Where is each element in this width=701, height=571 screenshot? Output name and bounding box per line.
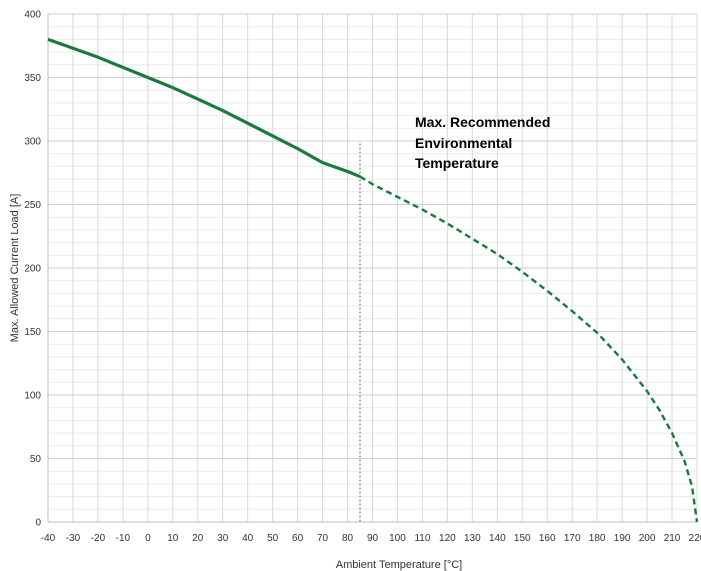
annotation-line-2: Environmental — [415, 135, 512, 151]
x-tick-label: 210 — [664, 533, 681, 544]
y-tick-label: 150 — [24, 327, 41, 338]
x-tick-label: -10 — [116, 533, 131, 544]
x-tick-label: -20 — [91, 533, 106, 544]
x-tick-label: 20 — [192, 533, 204, 544]
series-group — [47, 37, 699, 523]
x-tick-label: 200 — [639, 533, 656, 544]
series-line-dashed — [359, 175, 699, 523]
x-tick-label: 30 — [217, 533, 229, 544]
annotation-line-3: Temperature — [415, 155, 499, 171]
x-tick-label: -30 — [66, 533, 81, 544]
y-tick-label: 350 — [24, 73, 41, 84]
y-tick-labels: 0 50 100 150 200 250 300 350 400 — [24, 10, 41, 529]
x-axis-title: Ambient Temperature [°C] — [336, 559, 462, 571]
y-tick-label: 200 — [24, 264, 41, 275]
x-tick-label: -40 — [41, 533, 56, 544]
y-tick-label: 50 — [30, 454, 42, 465]
x-tick-label: 190 — [614, 533, 631, 544]
x-tick-label: 80 — [342, 533, 354, 544]
x-tick-label: 150 — [514, 533, 531, 544]
x-tick-label: 40 — [242, 533, 254, 544]
x-tick-label: 100 — [389, 533, 406, 544]
major-grid — [47, 13, 698, 523]
x-tick-label: 60 — [292, 533, 304, 544]
x-tick-label: 0 — [145, 533, 151, 544]
y-tick-label: 400 — [24, 10, 41, 21]
y-tick-label: 100 — [24, 391, 41, 402]
x-tick-label: 110 — [414, 533, 430, 544]
series-line-solid — [47, 37, 361, 179]
y-tick-label: 300 — [24, 137, 41, 148]
x-tick-label: 140 — [489, 533, 506, 544]
x-tick-label: 50 — [267, 533, 279, 544]
x-tick-label: 170 — [564, 533, 581, 544]
x-tick-label: 160 — [539, 533, 556, 544]
x-tick-label: 130 — [464, 533, 481, 544]
y-tick-label: 250 — [24, 200, 41, 211]
x-tick-label: 90 — [367, 533, 379, 544]
x-tick-label: 70 — [317, 533, 329, 544]
x-tick-label: 180 — [589, 533, 606, 544]
x-tick-labels: -40 -30 -20 -10 0 10 20 30 40 50 60 70 80 90 100 110 120… — [41, 533, 701, 544]
y-tick-label: 0 — [35, 518, 41, 529]
x-tick-label: 220 — [689, 533, 701, 544]
x-tick-label: 10 — [167, 533, 179, 544]
annotation-line-1: Max. Recommended — [415, 114, 550, 130]
x-tick-label: 120 — [439, 533, 456, 544]
y-axis-title: Max. Allowed Current Load [A] — [9, 194, 21, 343]
